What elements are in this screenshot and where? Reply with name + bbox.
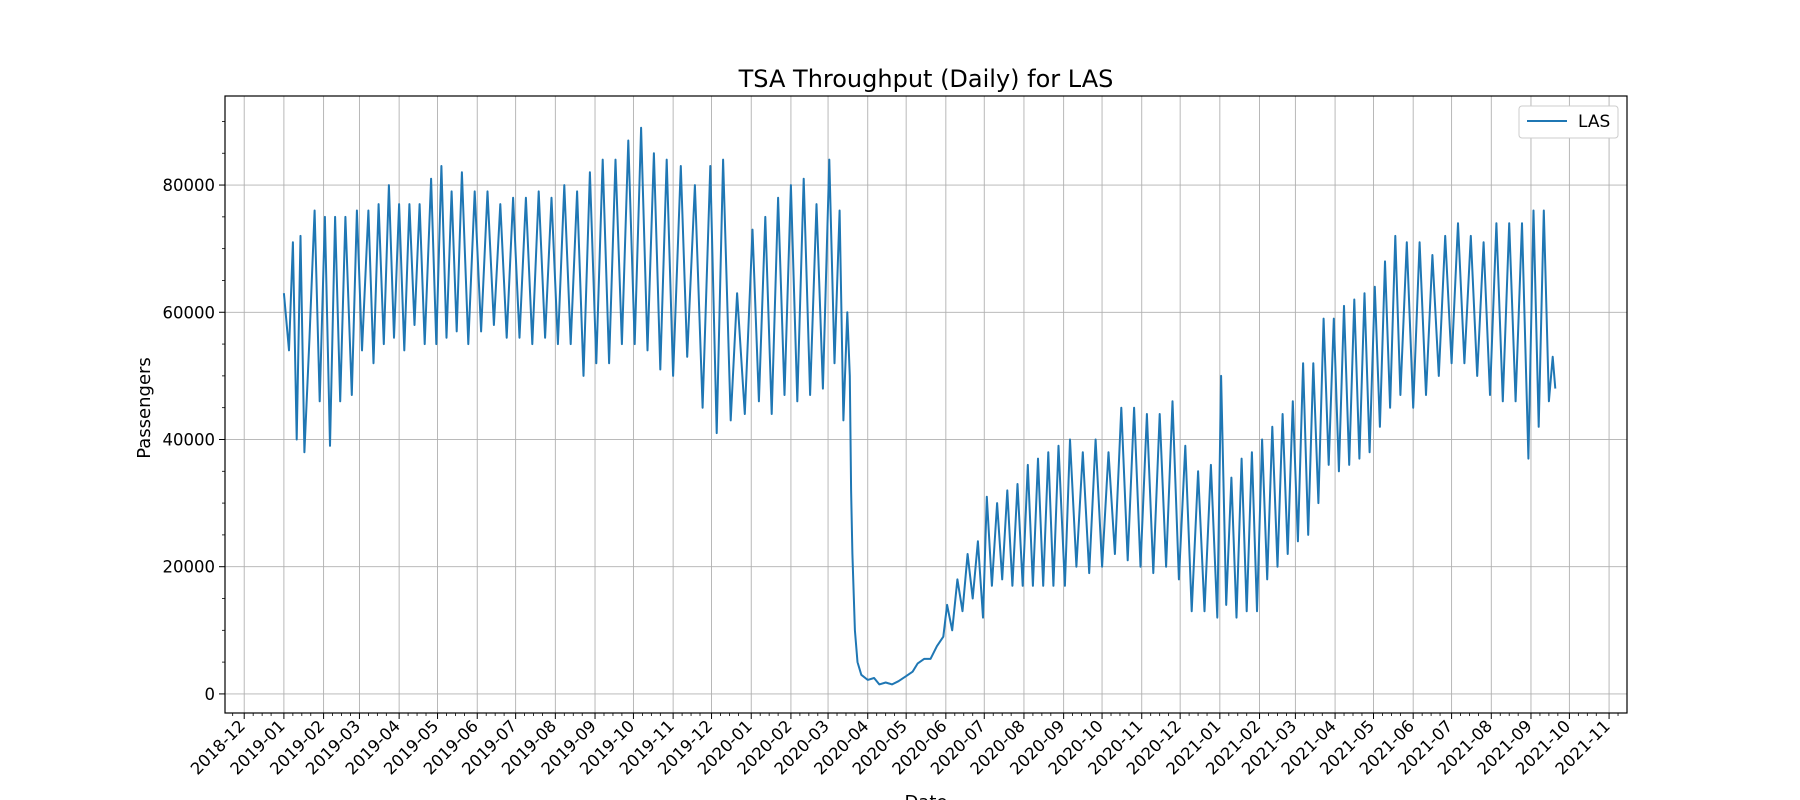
legend-label-las: LAS bbox=[1578, 112, 1610, 132]
grid bbox=[225, 96, 1627, 713]
series-line-las bbox=[282, 126, 1557, 686]
plot-frame bbox=[224, 95, 1628, 714]
y-tick-label: 40000 bbox=[163, 430, 216, 449]
legend: LAS bbox=[1518, 105, 1619, 139]
y-tick-label: 20000 bbox=[163, 558, 216, 577]
y-tick-label: 80000 bbox=[163, 176, 216, 195]
legend-box bbox=[1518, 105, 1619, 139]
series-layer bbox=[282, 126, 1557, 686]
x-axis-title: Date bbox=[904, 792, 947, 800]
chart-title: TSA Throughput (Daily) for LAS bbox=[738, 65, 1114, 93]
y-axis-title: Passengers bbox=[134, 357, 155, 459]
y-tick-label: 60000 bbox=[163, 303, 216, 322]
y-tick-label: 0 bbox=[205, 685, 216, 704]
